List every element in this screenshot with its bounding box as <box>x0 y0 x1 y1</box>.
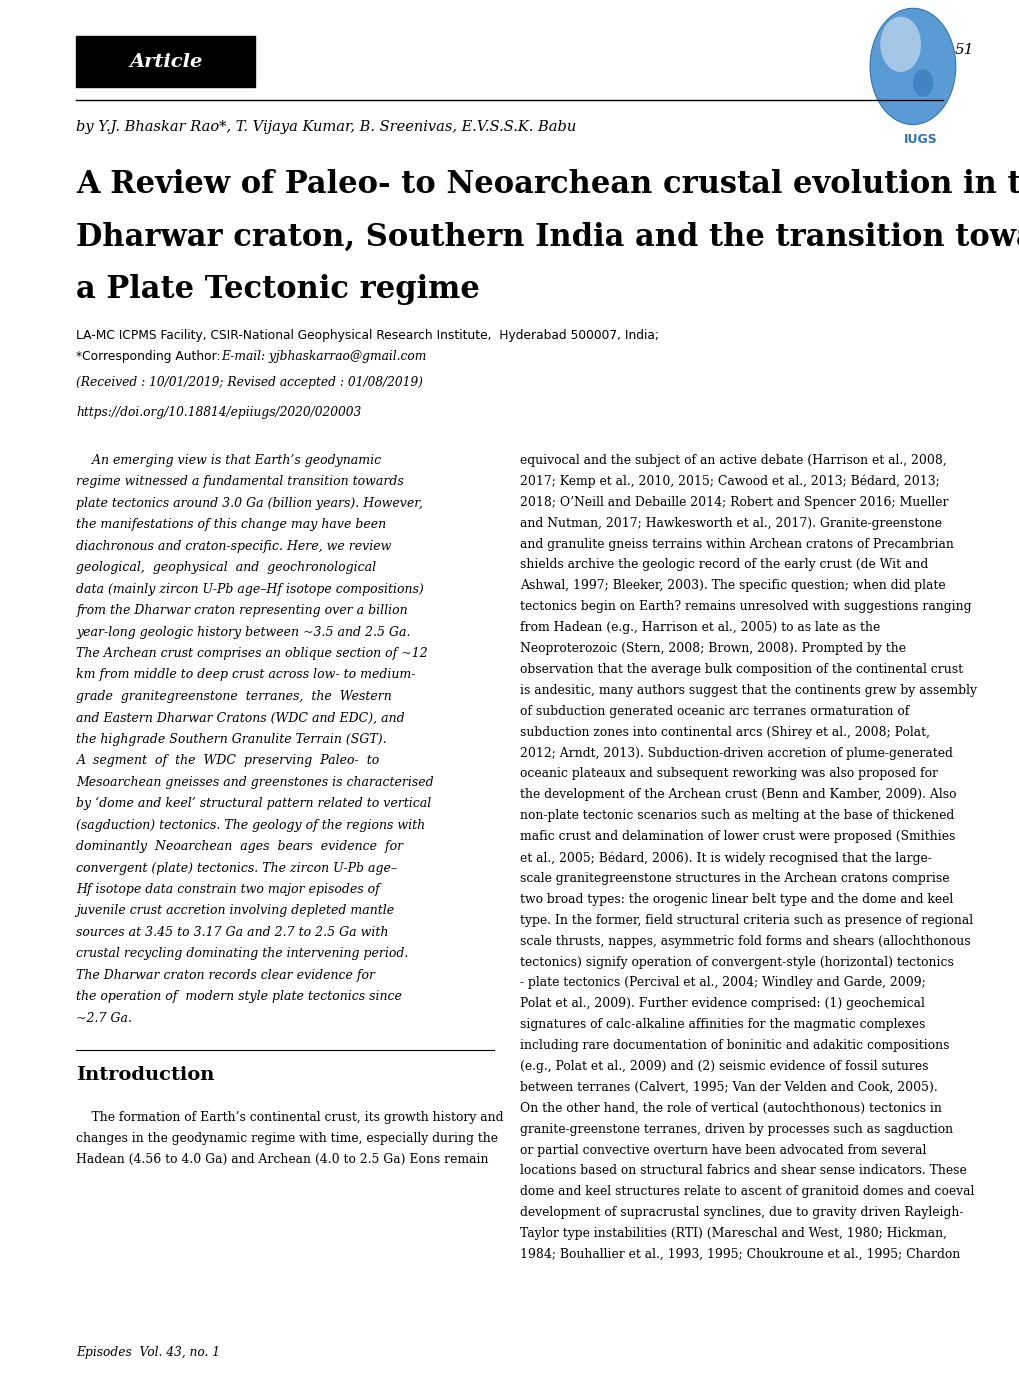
Text: of subduction generated oceanic arc terranes ormaturation of: of subduction generated oceanic arc terr… <box>520 704 908 718</box>
Text: the operation of  modern style plate tectonics since: the operation of modern style plate tect… <box>76 991 401 1003</box>
Circle shape <box>869 8 955 125</box>
Text: is andesitic, many authors suggest that the continents grew by assembly: is andesitic, many authors suggest that … <box>520 684 976 696</box>
Text: subduction zones into continental arcs (Shirey et al., 2008; Polat,: subduction zones into continental arcs (… <box>520 725 928 739</box>
Text: and Nutman, 2017; Hawkesworth et al., 2017). Granite-greenstone: and Nutman, 2017; Hawkesworth et al., 20… <box>520 516 941 530</box>
Text: (e.g., Polat et al., 2009) and (2) seismic evidence of fossil sutures: (e.g., Polat et al., 2009) and (2) seism… <box>520 1060 927 1073</box>
Text: a Plate Tectonic regime: a Plate Tectonic regime <box>76 274 480 304</box>
Text: changes in the geodynamic regime with time, especially during the: changes in the geodynamic regime with ti… <box>76 1132 498 1145</box>
Text: juvenile crust accretion involving depleted mantle: juvenile crust accretion involving deple… <box>76 905 394 918</box>
Text: tectonics) signify operation of convergent-style (horizontal) tectonics: tectonics) signify operation of converge… <box>520 955 953 969</box>
Text: mafic crust and delamination of lower crust were proposed (Smithies: mafic crust and delamination of lower cr… <box>520 830 954 843</box>
Text: An emerging view is that Earth’s geodynamic: An emerging view is that Earth’s geodyna… <box>76 454 381 466</box>
Text: A Review of Paleo- to Neoarchean crustal evolution in the: A Review of Paleo- to Neoarchean crustal… <box>76 169 1019 199</box>
Text: signatures of calc-alkaline affinities for the magmatic complexes: signatures of calc-alkaline affinities f… <box>520 1019 924 1031</box>
Text: and granulite gneiss terrains within Archean cratons of Precambrian: and granulite gneiss terrains within Arc… <box>520 537 953 551</box>
Text: locations based on structural fabrics and shear sense indicators. These: locations based on structural fabrics an… <box>520 1164 965 1178</box>
Text: from Hadean (e.g., Harrison et al., 2005) to as late as the: from Hadean (e.g., Harrison et al., 2005… <box>520 621 879 634</box>
Text: 2012; Arndt, 2013). Subduction-driven accretion of plume-generated: 2012; Arndt, 2013). Subduction-driven ac… <box>520 746 952 760</box>
Text: the development of the Archean crust (Benn and Kamber, 2009). Also: the development of the Archean crust (Be… <box>520 789 955 801</box>
Text: observation that the average bulk composition of the continental crust: observation that the average bulk compos… <box>520 663 962 675</box>
Text: Hf isotope data constrain two major episodes of: Hf isotope data constrain two major epis… <box>76 883 380 895</box>
Text: The Archean crust comprises an oblique section of ~12: The Archean crust comprises an oblique s… <box>76 648 428 660</box>
Text: two broad types: the orogenic linear belt type and the dome and keel: two broad types: the orogenic linear bel… <box>520 893 952 905</box>
Text: E-mail: yjbhaskarrao@gmail.com: E-mail: yjbhaskarrao@gmail.com <box>221 350 426 363</box>
Text: Polat et al., 2009). Further evidence comprised: (1) geochemical: Polat et al., 2009). Further evidence co… <box>520 998 923 1010</box>
Text: 2018; O’Neill and Debaille 2014; Robert and Spencer 2016; Mueller: 2018; O’Neill and Debaille 2014; Robert … <box>520 495 948 509</box>
Text: A  segment  of  the  WDC  preserving  Paleo-  to: A segment of the WDC preserving Paleo- t… <box>76 754 379 767</box>
Text: Neoproterozoic (Stern, 2008; Brown, 2008). Prompted by the: Neoproterozoic (Stern, 2008; Brown, 2008… <box>520 642 905 655</box>
Circle shape <box>912 69 932 97</box>
Text: development of supracrustal synclines, due to gravity driven Rayleigh-: development of supracrustal synclines, d… <box>520 1207 962 1219</box>
FancyBboxPatch shape <box>76 36 255 87</box>
Text: shields archive the geologic record of the early crust (de Wit and: shields archive the geologic record of t… <box>520 558 927 572</box>
Text: - plate tectonics (Percival et al., 2004; Windley and Garde, 2009;: - plate tectonics (Percival et al., 2004… <box>520 977 924 990</box>
Text: data (mainly zircon U-Pb age–Hf isotope compositions): data (mainly zircon U-Pb age–Hf isotope … <box>76 583 424 595</box>
Text: the manifestations of this change may have been: the manifestations of this change may ha… <box>76 518 386 531</box>
Text: convergent (plate) tectonics. The zircon U-Pb age–: convergent (plate) tectonics. The zircon… <box>76 861 397 875</box>
Text: year-long geologic history between ~3.5 and 2.5 Ga.: year-long geologic history between ~3.5 … <box>76 626 411 638</box>
Text: dome and keel structures relate to ascent of granitoid domes and coeval: dome and keel structures relate to ascen… <box>520 1185 973 1199</box>
Text: oceanic plateaux and subsequent reworking was also proposed for: oceanic plateaux and subsequent reworkin… <box>520 767 936 781</box>
Text: km from middle to deep crust across low- to medium-: km from middle to deep crust across low-… <box>76 668 416 681</box>
Text: sources at 3.45 to 3.17 Ga and 2.7 to 2.5 Ga with: sources at 3.45 to 3.17 Ga and 2.7 to 2.… <box>76 926 388 938</box>
Text: granite-greenstone terranes, driven by processes such as sagduction: granite-greenstone terranes, driven by p… <box>520 1122 952 1136</box>
Text: geological,  geophysical  and  geochronological: geological, geophysical and geochronolog… <box>76 562 376 574</box>
Text: plate tectonics around 3.0 Ga (billion years). However,: plate tectonics around 3.0 Ga (billion y… <box>76 497 423 509</box>
Text: IUGS: IUGS <box>903 133 937 145</box>
Text: Taylor type instabilities (RTI) (Mareschal and West, 1980; Hickman,: Taylor type instabilities (RTI) (Maresch… <box>520 1228 946 1240</box>
Text: Dharwar craton, Southern India and the transition towards: Dharwar craton, Southern India and the t… <box>76 221 1019 252</box>
Text: by Y.J. Bhaskar Rao*, T. Vijaya Kumar, B. Sreenivas, E.V.S.S.K. Babu: by Y.J. Bhaskar Rao*, T. Vijaya Kumar, B… <box>76 120 576 134</box>
Text: *Corresponding Author:: *Corresponding Author: <box>76 350 224 363</box>
Text: Episodes  Vol. 43, no. 1: Episodes Vol. 43, no. 1 <box>76 1347 220 1359</box>
Text: https://doi.org/10.18814/epiiugs/2020/020003: https://doi.org/10.18814/epiiugs/2020/02… <box>76 406 362 418</box>
Text: 1984; Bouhallier et al., 1993, 1995; Choukroune et al., 1995; Chardon: 1984; Bouhallier et al., 1993, 1995; Cho… <box>520 1248 959 1261</box>
Text: tectonics begin on Earth? remains unresolved with suggestions ranging: tectonics begin on Earth? remains unreso… <box>520 601 970 613</box>
Text: and Eastern Dharwar Cratons (WDC and EDC), and: and Eastern Dharwar Cratons (WDC and EDC… <box>76 711 405 724</box>
Text: Article: Article <box>129 53 202 71</box>
Text: from the Dharwar craton representing over a billion: from the Dharwar craton representing ove… <box>76 603 408 617</box>
Text: non-plate tectonic scenarios such as melting at the base of thickened: non-plate tectonic scenarios such as mel… <box>520 810 953 822</box>
Text: The formation of Earth’s continental crust, its growth history and: The formation of Earth’s continental cru… <box>76 1110 503 1124</box>
Text: including rare documentation of boninitic and adakitic compositions: including rare documentation of boniniti… <box>520 1039 949 1052</box>
Text: diachronous and craton-specific. Here, we review: diachronous and craton-specific. Here, w… <box>76 540 391 552</box>
Text: scale granitegreenstone structures in the Archean cratons comprise: scale granitegreenstone structures in th… <box>520 872 949 884</box>
Text: On the other hand, the role of vertical (autochthonous) tectonics in: On the other hand, the role of vertical … <box>520 1102 941 1114</box>
Circle shape <box>879 17 920 72</box>
Text: Introduction: Introduction <box>76 1066 215 1085</box>
Text: by ‘dome and keel’ structural pattern related to vertical: by ‘dome and keel’ structural pattern re… <box>76 797 431 811</box>
Text: equivocal and the subject of an active debate (Harrison et al., 2008,: equivocal and the subject of an active d… <box>520 454 946 466</box>
Text: et al., 2005; Bédard, 2006). It is widely recognised that the large-: et al., 2005; Bédard, 2006). It is widel… <box>520 851 930 865</box>
Text: LA-MC ICPMS Facility, CSIR-National Geophysical Research Institute,  Hyderabad 5: LA-MC ICPMS Facility, CSIR-National Geop… <box>76 329 658 342</box>
Text: ~2.7 Ga.: ~2.7 Ga. <box>76 1012 132 1024</box>
Text: crustal recycling dominating the intervening period.: crustal recycling dominating the interve… <box>76 947 409 960</box>
Text: 51: 51 <box>954 43 973 57</box>
Text: grade  granitegreenstone  terranes,  the  Western: grade granitegreenstone terranes, the We… <box>76 691 392 703</box>
Text: type. In the former, field structural criteria such as presence of regional: type. In the former, field structural cr… <box>520 913 972 927</box>
Text: or partial convective overturn have been advocated from several: or partial convective overturn have been… <box>520 1143 925 1157</box>
Text: 2017; Kemp et al., 2010, 2015; Cawood et al., 2013; Bédard, 2013;: 2017; Kemp et al., 2010, 2015; Cawood et… <box>520 475 938 489</box>
Text: (sagduction) tectonics. The geology of the regions with: (sagduction) tectonics. The geology of t… <box>76 818 425 832</box>
Text: Hadean (4.56 to 4.0 Ga) and Archean (4.0 to 2.5 Ga) Eons remain: Hadean (4.56 to 4.0 Ga) and Archean (4.0… <box>76 1153 488 1165</box>
Text: between terranes (Calvert, 1995; Van der Velden and Cook, 2005).: between terranes (Calvert, 1995; Van der… <box>520 1081 936 1093</box>
Text: scale thrusts, nappes, asymmetric fold forms and shears (allochthonous: scale thrusts, nappes, asymmetric fold f… <box>520 934 969 948</box>
Text: Mesoarchean gneisses and greenstones is characterised: Mesoarchean gneisses and greenstones is … <box>76 775 434 789</box>
Text: (Received : 10/01/2019; Revised accepted : 01/08/2019): (Received : 10/01/2019; Revised accepted… <box>76 376 423 389</box>
Text: The Dharwar craton records clear evidence for: The Dharwar craton records clear evidenc… <box>76 969 375 981</box>
Text: regime witnessed a fundamental transition towards: regime witnessed a fundamental transitio… <box>76 475 404 489</box>
Text: Ashwal, 1997; Bleeker, 2003). The specific question; when did plate: Ashwal, 1997; Bleeker, 2003). The specif… <box>520 580 945 592</box>
Text: dominantly  Neoarchean  ages  bears  evidence  for: dominantly Neoarchean ages bears evidenc… <box>76 840 404 853</box>
Text: the highgrade Southern Granulite Terrain (SGT).: the highgrade Southern Granulite Terrain… <box>76 734 387 746</box>
